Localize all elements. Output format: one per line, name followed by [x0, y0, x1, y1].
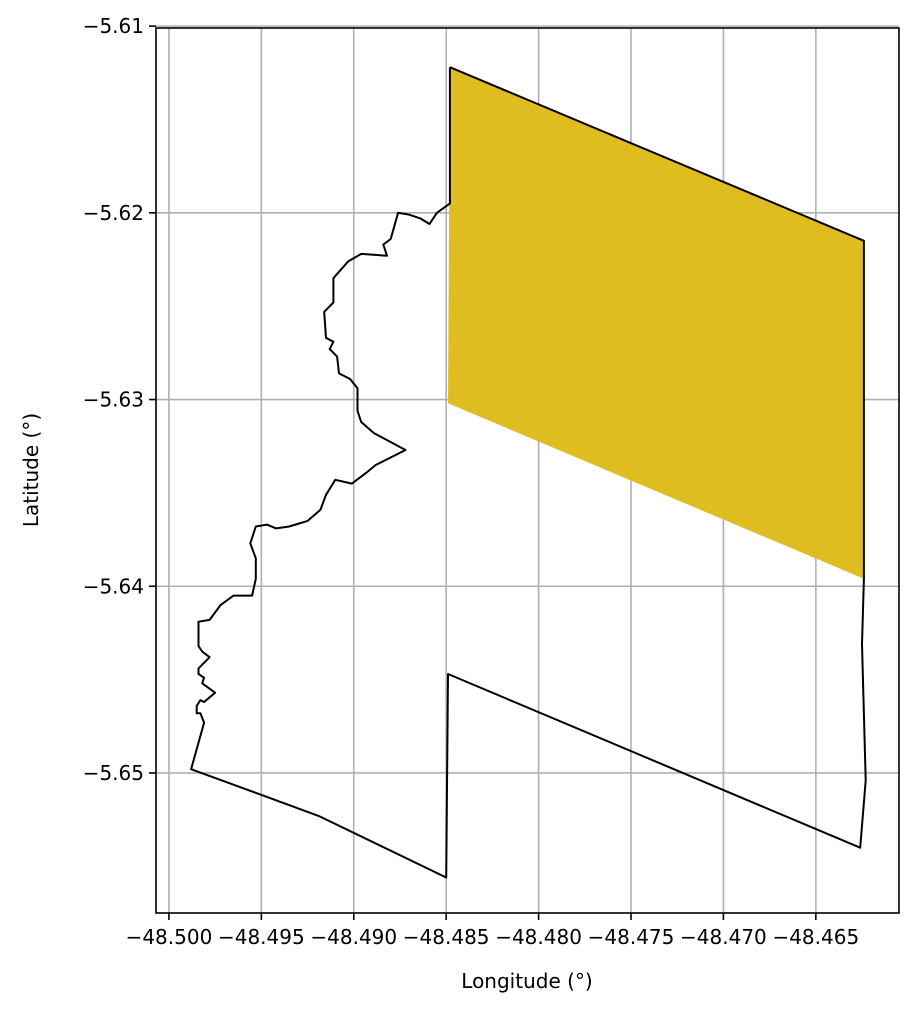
y-tick-label-0: −5.61	[83, 14, 144, 38]
plot-frame	[155, 27, 900, 914]
x-tick-label-2: −48.490	[310, 925, 397, 949]
highlighted-region	[448, 67, 864, 579]
map-shapes	[190, 66, 867, 879]
y-tick-label-2: −5.63	[83, 388, 144, 412]
x-tick-label-4: −48.480	[495, 925, 582, 949]
y-axis-label: Latitude (°)	[19, 413, 43, 527]
x-tick-label-1: −48.495	[218, 925, 305, 949]
x-tick-label-6: −48.470	[680, 925, 767, 949]
x-tick-label-3: −48.485	[403, 925, 490, 949]
y-tick-label-1: −5.62	[83, 201, 144, 225]
x-tick-label-0: −48.500	[126, 925, 213, 949]
x-axis-label: Longitude (°)	[461, 969, 592, 993]
x-tick-label-7: −48.465	[772, 925, 859, 949]
boundary-outline	[190, 66, 867, 879]
axis-ticks: −48.500 −48.495 −48.490 −48.485 −48.480 −48.4…	[83, 14, 860, 949]
x-tick-label-5: −48.475	[588, 925, 675, 949]
y-tick-label-4: −5.65	[83, 761, 144, 785]
y-tick-label-3: −5.64	[83, 574, 144, 598]
